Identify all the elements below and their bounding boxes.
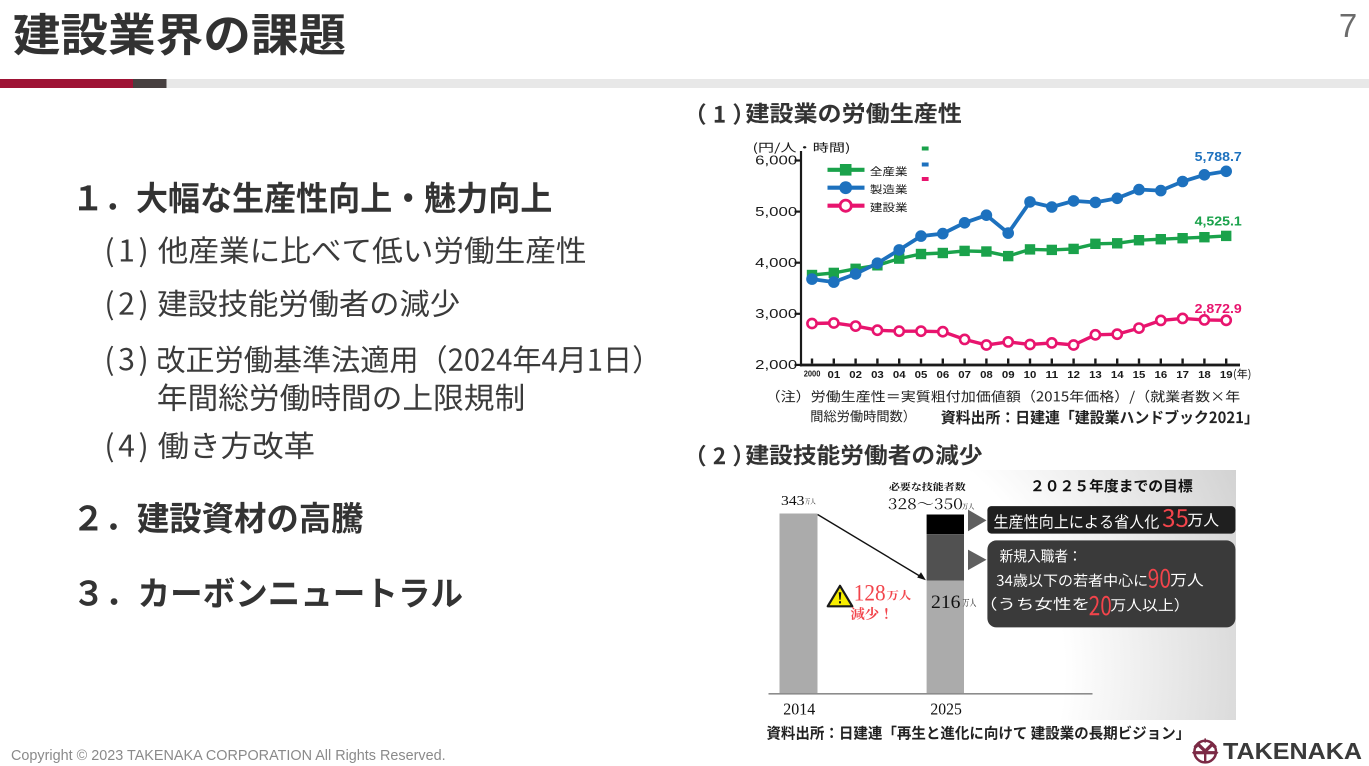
svg-text:09: 09 <box>1002 370 1015 381</box>
svg-text:Copyright © 2023 TAKENAKA CORP: Copyright © 2023 TAKENAKA CORPORATION Al… <box>11 748 446 764</box>
svg-text:7: 7 <box>1339 7 1357 44</box>
svg-text:2025: 2025 <box>930 700 961 719</box>
svg-text:01: 01 <box>828 370 841 381</box>
svg-text:4,000: 4,000 <box>755 256 797 270</box>
svg-text:03: 03 <box>871 370 884 381</box>
svg-text:19: 19 <box>1220 370 1233 381</box>
svg-text:5,000: 5,000 <box>755 205 797 219</box>
svg-text:15: 15 <box>1133 370 1146 381</box>
svg-text:TAKENAKA: TAKENAKA <box>1223 738 1362 764</box>
svg-text:06: 06 <box>937 370 950 381</box>
svg-text:04: 04 <box>893 370 906 381</box>
svg-text:07: 07 <box>958 370 971 381</box>
svg-text:2,000: 2,000 <box>755 358 797 372</box>
svg-text:05: 05 <box>915 370 928 381</box>
svg-text:12: 12 <box>1067 370 1080 381</box>
svg-text:16: 16 <box>1155 370 1168 381</box>
svg-text:11: 11 <box>1046 370 1059 381</box>
svg-text:18: 18 <box>1198 370 1211 381</box>
svg-text:4,525.1: 4,525.1 <box>1195 214 1242 229</box>
svg-text:14: 14 <box>1111 370 1124 381</box>
svg-text:343: 343 <box>781 493 805 509</box>
svg-text:5,788.7: 5,788.7 <box>1195 149 1242 164</box>
svg-text:10: 10 <box>1024 370 1037 381</box>
svg-text:13: 13 <box>1089 370 1102 381</box>
svg-text:02: 02 <box>849 370 862 381</box>
svg-text:2,872.9: 2,872.9 <box>1195 301 1242 316</box>
svg-text:216: 216 <box>931 592 961 613</box>
svg-text:3,000: 3,000 <box>755 307 797 321</box>
svg-text:17: 17 <box>1176 370 1189 381</box>
svg-text:2000: 2000 <box>804 370 821 379</box>
svg-text:08: 08 <box>980 370 993 381</box>
svg-text:128: 128 <box>854 580 886 606</box>
svg-text:6,000: 6,000 <box>755 154 797 168</box>
svg-text:2014: 2014 <box>783 700 815 719</box>
